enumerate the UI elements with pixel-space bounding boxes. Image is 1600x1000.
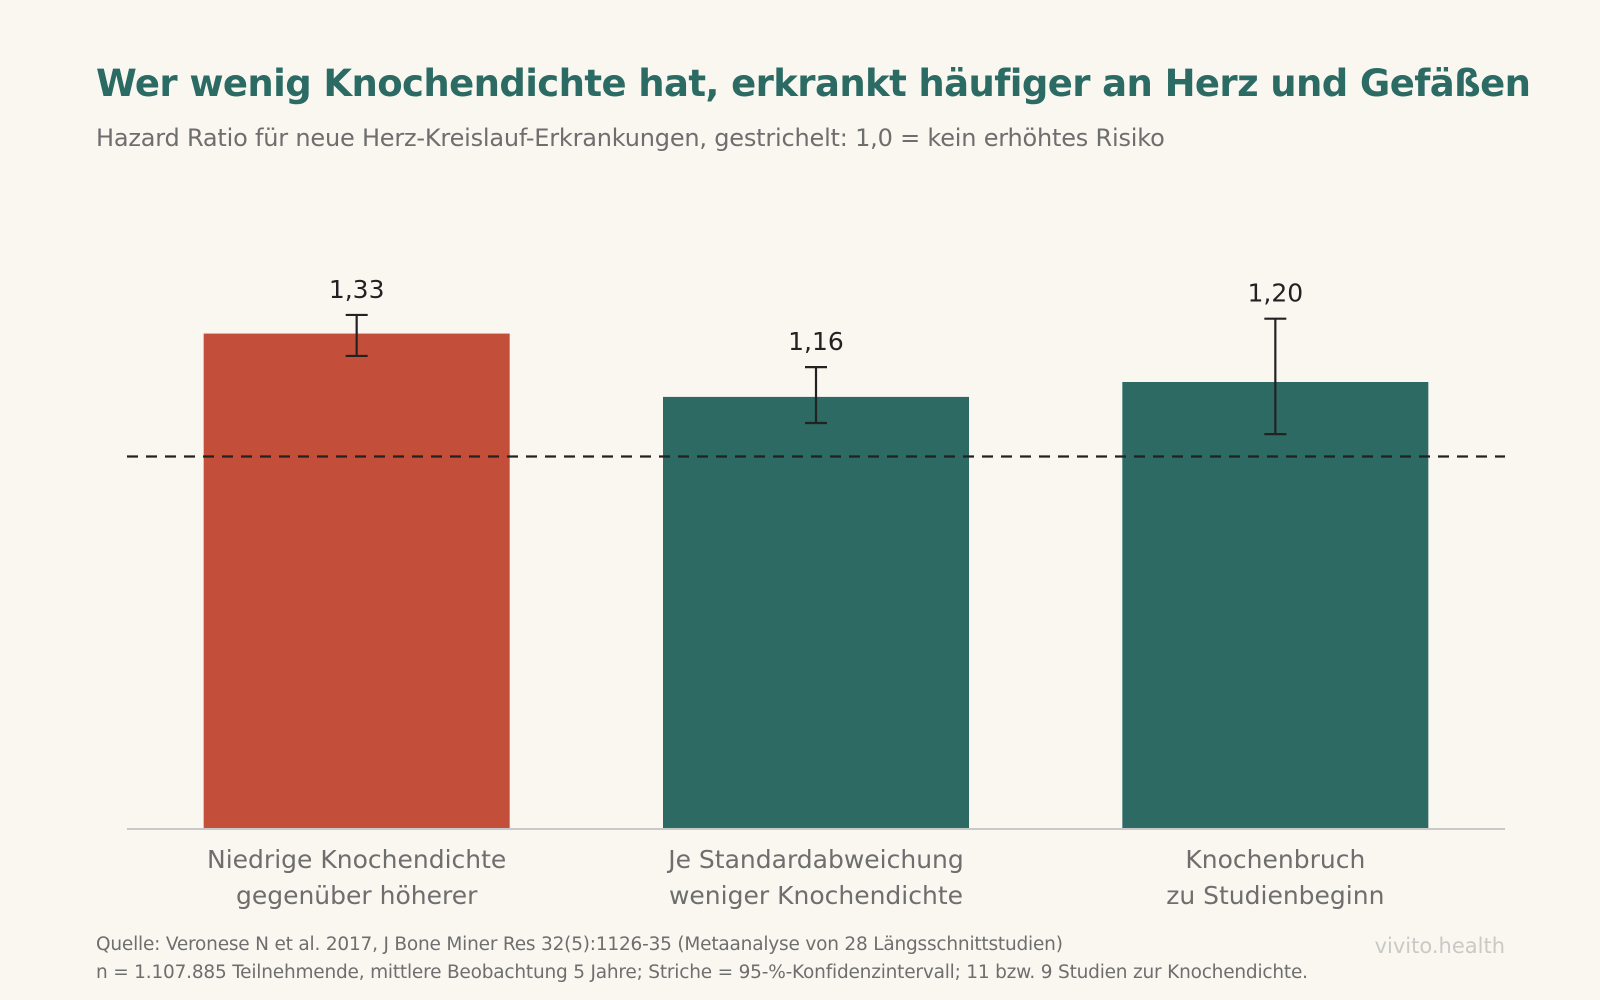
source-note: Quelle: Veronese N et al. 2017, J Bone M… bbox=[96, 934, 1063, 955]
method-note: n = 1.107.885 Teilnehmende, mittlere Beo… bbox=[96, 962, 1308, 983]
category-label-3-2: zu Studienbeginn bbox=[1166, 881, 1384, 910]
category-label-2-1: Je Standardabweichung bbox=[666, 845, 964, 874]
value-label-3: 1,20 bbox=[1247, 279, 1303, 308]
value-label-2: 1,16 bbox=[788, 327, 844, 356]
value-label-1: 1,33 bbox=[329, 275, 385, 304]
bar-2 bbox=[663, 396, 969, 829]
chart-subtitle: Hazard Ratio für neue Herz-Kreislauf-Erk… bbox=[96, 124, 1165, 152]
category-label-1-2: gegenüber höherer bbox=[236, 881, 478, 910]
category-label-2-2: weniger Knochendichte bbox=[669, 881, 963, 910]
bar-3 bbox=[1122, 382, 1429, 829]
category-label-3-1: Knochenbruch bbox=[1185, 845, 1365, 874]
category-label-1-1: Niedrige Knochendichte bbox=[207, 845, 506, 874]
chart-title: Wer wenig Knochendichte hat, erkrankt hä… bbox=[96, 62, 1531, 105]
bar-1 bbox=[203, 333, 510, 829]
brand-watermark: vivito.health bbox=[1374, 934, 1505, 958]
